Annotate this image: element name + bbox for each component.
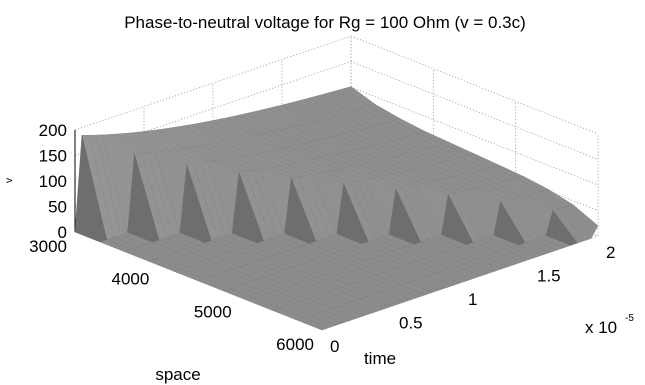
time-exponent-power: -5 bbox=[625, 313, 634, 324]
z-axis-ticks: 0 50 100 150 200 bbox=[39, 121, 67, 242]
space-tick-label: 5000 bbox=[194, 302, 232, 321]
space-axis-label: space bbox=[155, 365, 200, 384]
time-tick-label: 2 bbox=[606, 243, 615, 262]
grid-line bbox=[350, 35, 599, 135]
z-tick-label: 200 bbox=[39, 121, 67, 140]
z-tick-label: 150 bbox=[39, 147, 67, 166]
time-tick-label: 0.5 bbox=[399, 314, 423, 333]
time-axis-ticks: 0 0.5 1 1.5 2 bbox=[330, 243, 615, 356]
space-axis-ticks: 3000 4000 5000 6000 bbox=[29, 237, 314, 354]
z-tick-label: 0 bbox=[58, 223, 67, 242]
space-tick-label: 6000 bbox=[276, 335, 314, 354]
space-tick-label: 4000 bbox=[112, 270, 150, 289]
time-tick-label: 1.5 bbox=[537, 267, 561, 286]
time-axis-label: time bbox=[364, 349, 396, 368]
grid-line bbox=[350, 61, 599, 160]
space-tick-label: 3000 bbox=[29, 237, 67, 256]
grid-line bbox=[350, 112, 599, 211]
z-tick-label: 100 bbox=[39, 172, 67, 191]
time-exponent-base: x 10 bbox=[585, 318, 617, 337]
z-axis-label: v bbox=[4, 178, 15, 183]
surface-patch bbox=[74, 135, 107, 243]
grid-line bbox=[350, 86, 599, 186]
grid-line bbox=[74, 35, 352, 131]
time-tick-label: 1 bbox=[468, 290, 477, 309]
time-tick-label: 0 bbox=[330, 337, 339, 356]
chart-title: Phase-to-neutral voltage for Rg = 100 Oh… bbox=[124, 13, 526, 32]
voltage-surface bbox=[74, 86, 599, 331]
z-tick-label: 50 bbox=[48, 198, 67, 217]
